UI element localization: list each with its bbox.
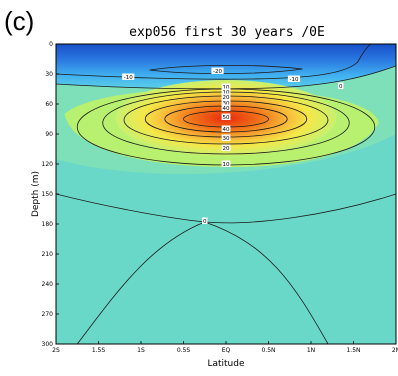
contour-zero-right-branch	[204, 221, 329, 344]
y-tick: 180	[42, 221, 59, 228]
svg-text:0: 0	[49, 41, 53, 48]
svg-text:270: 270	[42, 311, 54, 318]
contour-label: 0	[202, 217, 208, 225]
svg-text:300: 300	[42, 341, 54, 348]
svg-text:10: 10	[223, 90, 230, 96]
x-axis-label: Latitude	[207, 359, 245, 369]
contour-zero-top	[56, 65, 396, 90]
contour-zero-left-branch	[76, 221, 205, 344]
svg-text:30: 30	[223, 101, 230, 107]
svg-text:0: 0	[203, 219, 207, 225]
svg-text:1.5N: 1.5N	[346, 347, 360, 354]
svg-text:-10: -10	[124, 75, 133, 81]
svg-text:0.5N: 0.5N	[261, 347, 275, 354]
contour-label: 20	[221, 144, 231, 152]
svg-text:40: 40	[223, 127, 230, 133]
y-tick: 120	[42, 161, 59, 168]
svg-text:50: 50	[223, 115, 230, 121]
svg-text:60: 60	[45, 101, 53, 108]
svg-text:20: 20	[223, 95, 230, 101]
svg-text:2S: 2S	[52, 347, 60, 354]
y-tick: 270	[42, 311, 59, 318]
svg-text:EQ: EQ	[222, 347, 231, 354]
contour-label: 0	[338, 82, 344, 90]
svg-text:2N: 2N	[392, 347, 398, 354]
svg-text:20: 20	[223, 146, 230, 152]
contour-label: 40	[221, 104, 231, 112]
svg-text:10: 10	[223, 85, 230, 91]
svg-text:40: 40	[223, 106, 230, 112]
contour-label: 40	[221, 125, 231, 133]
x-tick: 1S	[137, 341, 145, 354]
svg-text:180: 180	[42, 221, 54, 228]
x-tick: 1N	[307, 341, 315, 354]
svg-text:30: 30	[223, 136, 230, 142]
y-tick: 240	[42, 281, 59, 288]
svg-text:10: 10	[223, 162, 230, 168]
y-axis-label: Depth (m)	[31, 171, 41, 217]
contour-label: 30	[221, 99, 231, 107]
contour-label: 50	[221, 113, 231, 121]
y-tick: 150	[42, 191, 59, 198]
contour-label: 30	[221, 134, 231, 142]
contour-label: 20	[221, 93, 231, 101]
contour-label: 10	[221, 83, 231, 91]
svg-text:30: 30	[45, 71, 53, 78]
contour-lines	[56, 44, 396, 344]
svg-text:90: 90	[45, 131, 53, 138]
contour-label: -20	[211, 67, 224, 75]
svg-text:0.5S: 0.5S	[177, 347, 191, 354]
y-tick: 60	[45, 101, 59, 108]
svg-text:-20: -20	[213, 69, 222, 75]
x-tick: 0.5N	[261, 341, 276, 354]
svg-text:1S: 1S	[137, 347, 145, 354]
contour-label: 10	[221, 160, 231, 168]
svg-text:210: 210	[42, 251, 54, 258]
svg-text:1N: 1N	[307, 347, 315, 354]
y-tick: 0	[49, 41, 59, 48]
x-axis-ticks: 2S 1.5S 1S 0.5S EQ 0.5N 1N 1.5N 2N	[52, 341, 398, 354]
x-tick: EQ	[222, 341, 231, 354]
svg-text:0: 0	[339, 84, 343, 90]
contour-label: -10	[122, 73, 135, 81]
x-tick: 2S	[52, 341, 60, 354]
panel-label: (c)	[4, 6, 34, 36]
svg-text:240: 240	[42, 281, 54, 288]
chart-title: exp056 first 30 years /0E	[129, 25, 325, 40]
svg-text:150: 150	[42, 191, 54, 198]
y-tick: 30	[45, 71, 59, 78]
contour-label: -10	[287, 75, 301, 83]
x-tick: 2N	[392, 341, 398, 354]
contour-label: 10	[221, 88, 231, 96]
x-tick: 0.5S	[177, 341, 191, 354]
svg-text:1.5S: 1.5S	[92, 347, 106, 354]
svg-text:-10: -10	[290, 77, 299, 83]
svg-text:120: 120	[42, 161, 54, 168]
x-tick: 1.5N	[346, 341, 361, 354]
contour-neg-20	[149, 64, 303, 75]
y-tick: 210	[42, 251, 59, 258]
y-tick: 90	[45, 131, 59, 138]
y-axis-ticks: 0 30 60 90 120 150 180 210 240 270 300	[42, 41, 59, 348]
y-tick: 300	[42, 341, 59, 348]
x-tick: 1.5S	[92, 341, 106, 354]
